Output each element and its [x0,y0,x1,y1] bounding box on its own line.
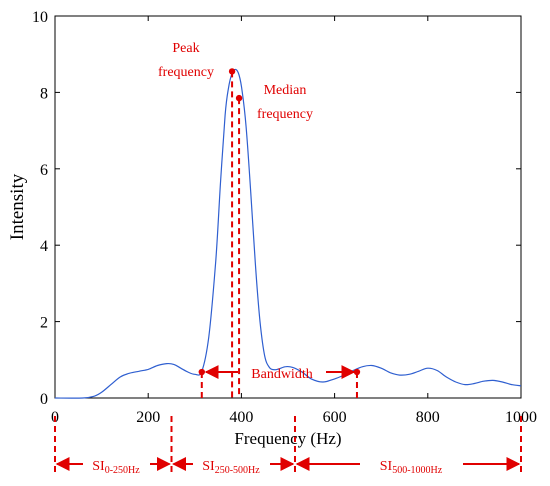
y-axis-label: Intensity [7,173,28,240]
band-label-0-250: SI0-250Hz [92,459,140,476]
x-axis-label: Frequency (Hz) [234,429,341,448]
band-label-500-1000-main: SI [380,459,393,474]
peak-frequency-marker [228,68,236,75]
peak-frequency-label: Peak frequency [158,41,214,80]
peak-label-line-1: Peak [172,41,199,56]
median-frequency-marker [235,94,243,102]
median-label-line-1: Median [264,83,307,98]
x-tick-label: 600 [323,409,347,426]
y-axis-ticks: 0 2 4 6 8 10 [32,9,521,408]
band-label-250-500: SI250-500Hz [202,459,260,476]
bandwidth-right-marker [353,368,361,376]
band-label-500-1000-sub: 500-1000Hz [392,465,443,476]
chart-annotations [54,68,522,474]
y-tick-label: 8 [40,85,48,102]
peak-label-line-2: frequency [158,65,214,80]
band-label-250-500-main: SI [202,459,215,474]
y-tick-label: 6 [40,162,48,179]
bandwidth-left-marker [198,368,205,376]
intensity-series-line [54,68,522,399]
y-tick-label: 10 [32,9,48,26]
y-tick-label: 0 [40,391,48,408]
plot-area-frame [54,15,522,399]
y-tick-label: 4 [40,238,48,255]
band-label-250-500-sub: 250-500Hz [215,465,261,476]
x-tick-label: 400 [229,409,253,426]
median-frequency-label: Median frequency [257,83,313,122]
bandwidth-label: Bandwidth [251,367,312,382]
band-label-0-250-sub: 0-250Hz [105,465,141,476]
band-label-0-250-main: SI [92,459,105,474]
y-tick-label: 2 [40,315,48,332]
band-label-500-1000: SI500-1000Hz [380,459,443,476]
median-label-line-2: frequency [257,107,313,122]
x-tick-label: 800 [416,409,440,426]
x-tick-label: 200 [136,409,160,426]
